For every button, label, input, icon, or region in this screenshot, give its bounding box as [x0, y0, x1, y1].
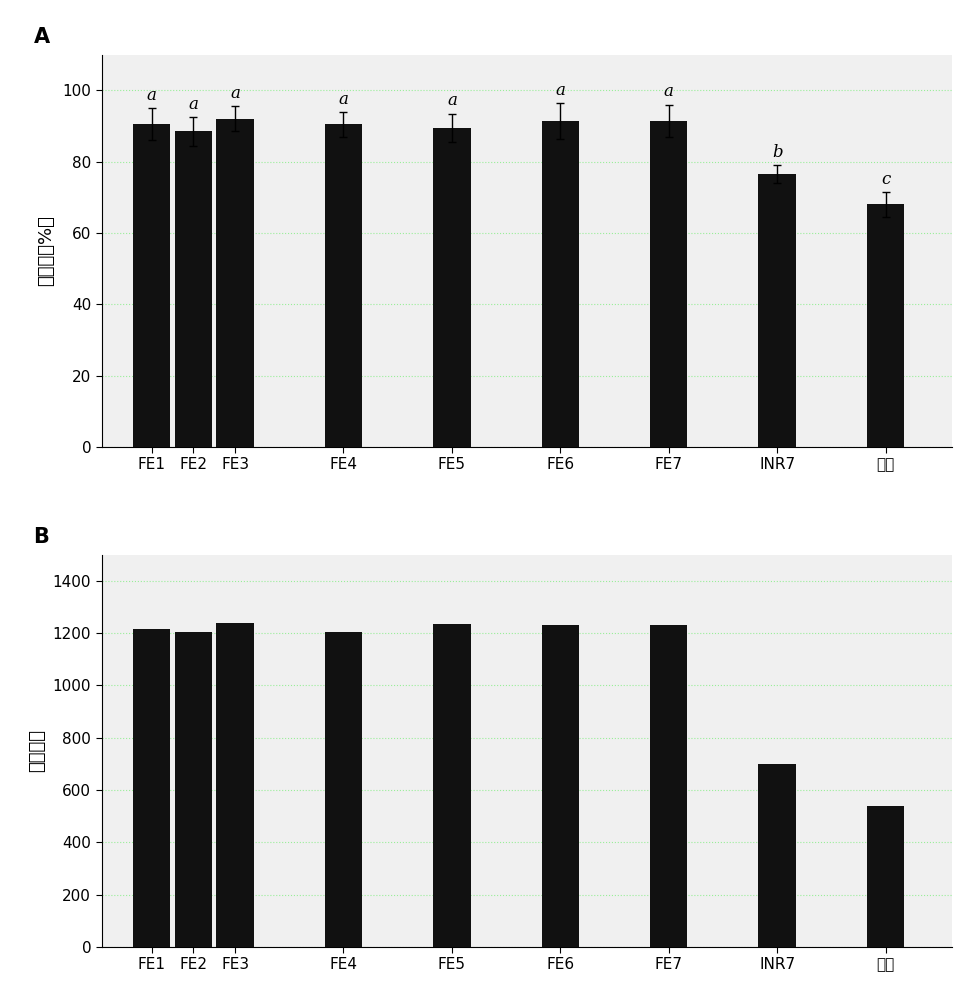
Bar — [759, 764, 796, 947]
Bar — [650, 121, 687, 447]
Text: a: a — [556, 82, 565, 99]
Bar — [433, 128, 470, 447]
Text: B: B — [33, 527, 49, 547]
Bar — [542, 625, 579, 947]
Y-axis label: 活力指数: 活力指数 — [27, 729, 46, 772]
Text: c: c — [881, 171, 890, 188]
Bar — [324, 124, 363, 447]
Bar — [174, 131, 212, 447]
Text: a: a — [147, 87, 157, 104]
Bar — [133, 124, 171, 447]
Bar — [217, 119, 254, 447]
Text: a: a — [338, 91, 349, 108]
Bar — [174, 632, 212, 947]
Y-axis label: 发芽率（%）: 发芽率（%） — [37, 215, 56, 286]
Bar — [433, 624, 470, 947]
Bar — [217, 623, 254, 947]
Bar — [324, 632, 363, 947]
Text: A: A — [33, 27, 50, 47]
Text: b: b — [772, 144, 782, 161]
Text: a: a — [663, 83, 673, 100]
Text: a: a — [188, 96, 198, 113]
Text: a: a — [447, 92, 457, 109]
Bar — [650, 625, 687, 947]
Bar — [133, 629, 171, 947]
Bar — [866, 806, 905, 947]
Bar — [759, 174, 796, 447]
Bar — [542, 121, 579, 447]
Bar — [866, 204, 905, 447]
Text: a: a — [230, 85, 240, 102]
